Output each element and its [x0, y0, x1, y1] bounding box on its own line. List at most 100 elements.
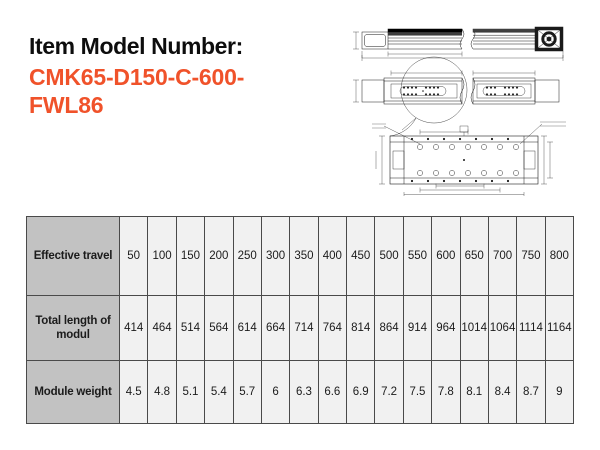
cell-travel-12: 650 — [459, 216, 489, 296]
side-elevation-view — [353, 26, 564, 61]
cell-value: 5.4 — [210, 386, 227, 398]
cell-value: 250 — [237, 250, 257, 262]
cell-value: 914 — [407, 322, 428, 334]
linear-actuator-drawing-svg — [353, 26, 566, 196]
cell-value: 300 — [265, 250, 286, 262]
cell-travel-15: 800 — [544, 216, 575, 296]
cell-length-11: 964 — [431, 295, 461, 361]
cell-weight-9: 7.2 — [374, 360, 404, 424]
cell-value: 5.1 — [182, 386, 199, 398]
cell-weight-0: 4.5 — [118, 360, 149, 424]
cell-value: 6.9 — [352, 386, 369, 398]
cell-travel-0: 50 — [118, 216, 149, 296]
cell-weight-11: 7.8 — [431, 360, 461, 424]
cell-value: 7.2 — [381, 386, 398, 398]
cell-travel-5: 300 — [260, 216, 291, 296]
cell-value: 414 — [124, 322, 144, 334]
cell-length-5: 664 — [260, 295, 291, 361]
cell-weight-2: 5.1 — [175, 360, 206, 424]
cell-value: 1114 — [518, 322, 543, 334]
cell-weight-1: 4.8 — [147, 360, 177, 424]
cell-value: 5.7 — [239, 386, 256, 398]
page-title: Item Model Number: — [29, 33, 243, 59]
row-label-module-weight: Module weight — [26, 360, 120, 424]
cell-length-7: 764 — [317, 295, 348, 361]
cell-value: 6.3 — [295, 386, 312, 398]
cell-value: 8.4 — [494, 386, 511, 398]
cell-value: 964 — [436, 322, 456, 334]
cell-value: 800 — [549, 250, 569, 262]
cell-value: 9 — [556, 386, 563, 398]
cell-weight-15: 9 — [544, 360, 575, 424]
cell-length-3: 564 — [204, 295, 234, 361]
cell-length-8: 814 — [345, 295, 376, 361]
title-block: Item Model Number: CMK65-D150-C-600-FWL8… — [29, 33, 329, 119]
longitudinal-section-view — [353, 56, 560, 124]
cell-weight-5: 6 — [260, 360, 291, 424]
cell-travel-6: 350 — [289, 216, 319, 296]
cell-value: 350 — [294, 250, 314, 262]
cell-weight-13: 8.4 — [487, 360, 518, 424]
cell-length-12: 1014 — [459, 295, 489, 361]
cell-weight-7: 6.6 — [317, 360, 348, 424]
cell-value: 4.8 — [154, 386, 171, 398]
cell-value: 500 — [379, 250, 399, 262]
cell-value: 650 — [464, 250, 484, 262]
cell-value: 550 — [407, 250, 428, 262]
cell-value: 764 — [322, 322, 342, 334]
cell-value: 864 — [379, 322, 399, 334]
cell-value: 600 — [436, 250, 456, 262]
cell-weight-14: 8.7 — [516, 360, 546, 424]
cell-weight-4: 5.7 — [232, 360, 262, 424]
cell-value: 450 — [351, 250, 371, 262]
table-row: Total length of modul 414 464 514 564 61… — [26, 295, 575, 361]
cell-value: 150 — [180, 250, 201, 262]
cell-weight-6: 6.3 — [289, 360, 319, 424]
cell-value: 714 — [294, 322, 314, 334]
cell-value: 200 — [209, 250, 229, 262]
row-label-effective-travel: Effective travel — [26, 216, 120, 296]
table-row: Effective travel 50 100 150 200 250 300 … — [26, 216, 575, 296]
cell-value: 750 — [521, 250, 541, 262]
cell-travel-9: 500 — [374, 216, 404, 296]
cell-value: 50 — [127, 250, 141, 262]
cell-value: 8.7 — [522, 386, 539, 398]
cell-weight-8: 6.9 — [345, 360, 376, 424]
cell-value: 1014 — [461, 322, 487, 334]
mounting-plate-plan-view — [372, 117, 566, 196]
cell-weight-3: 5.4 — [204, 360, 234, 424]
technical-drawing — [342, 18, 594, 196]
cell-length-14: 1114 — [516, 295, 546, 361]
cell-travel-2: 150 — [175, 216, 206, 296]
cell-travel-13: 700 — [487, 216, 518, 296]
cell-length-15: 1164 — [544, 295, 575, 361]
cell-value: 1064 — [489, 322, 516, 334]
cell-length-6: 714 — [289, 295, 319, 361]
cell-length-1: 464 — [147, 295, 177, 361]
cell-travel-1: 100 — [147, 216, 177, 296]
cell-travel-3: 200 — [204, 216, 234, 296]
cell-value: 1164 — [546, 322, 572, 334]
cell-travel-14: 750 — [516, 216, 546, 296]
model-number-value: CMK65-D150-C-600-FWL86 — [29, 64, 245, 118]
cell-value: 8.1 — [466, 386, 483, 398]
specification-table: Effective travel 50 100 150 200 250 300 … — [26, 216, 575, 424]
cell-travel-4: 250 — [232, 216, 262, 296]
cell-length-13: 1064 — [487, 295, 518, 361]
cell-length-2: 514 — [175, 295, 206, 361]
cell-value: 700 — [492, 250, 513, 262]
cell-value: 514 — [180, 322, 201, 334]
cell-length-4: 614 — [232, 295, 262, 361]
cell-value: 7.8 — [437, 386, 454, 398]
cell-length-10: 914 — [402, 295, 433, 361]
cell-value: 6 — [272, 386, 279, 398]
cell-value: 664 — [265, 322, 286, 334]
cell-length-0: 414 — [118, 295, 149, 361]
cell-weight-12: 8.1 — [459, 360, 489, 424]
table-row: Module weight 4.5 4.8 5.1 5.4 5.7 6 6.3 … — [26, 360, 575, 424]
cell-travel-8: 450 — [345, 216, 376, 296]
cell-value: 564 — [209, 322, 229, 334]
cell-value: 614 — [237, 322, 257, 334]
cell-value: 6.6 — [324, 386, 341, 398]
cell-value: 400 — [322, 250, 342, 262]
